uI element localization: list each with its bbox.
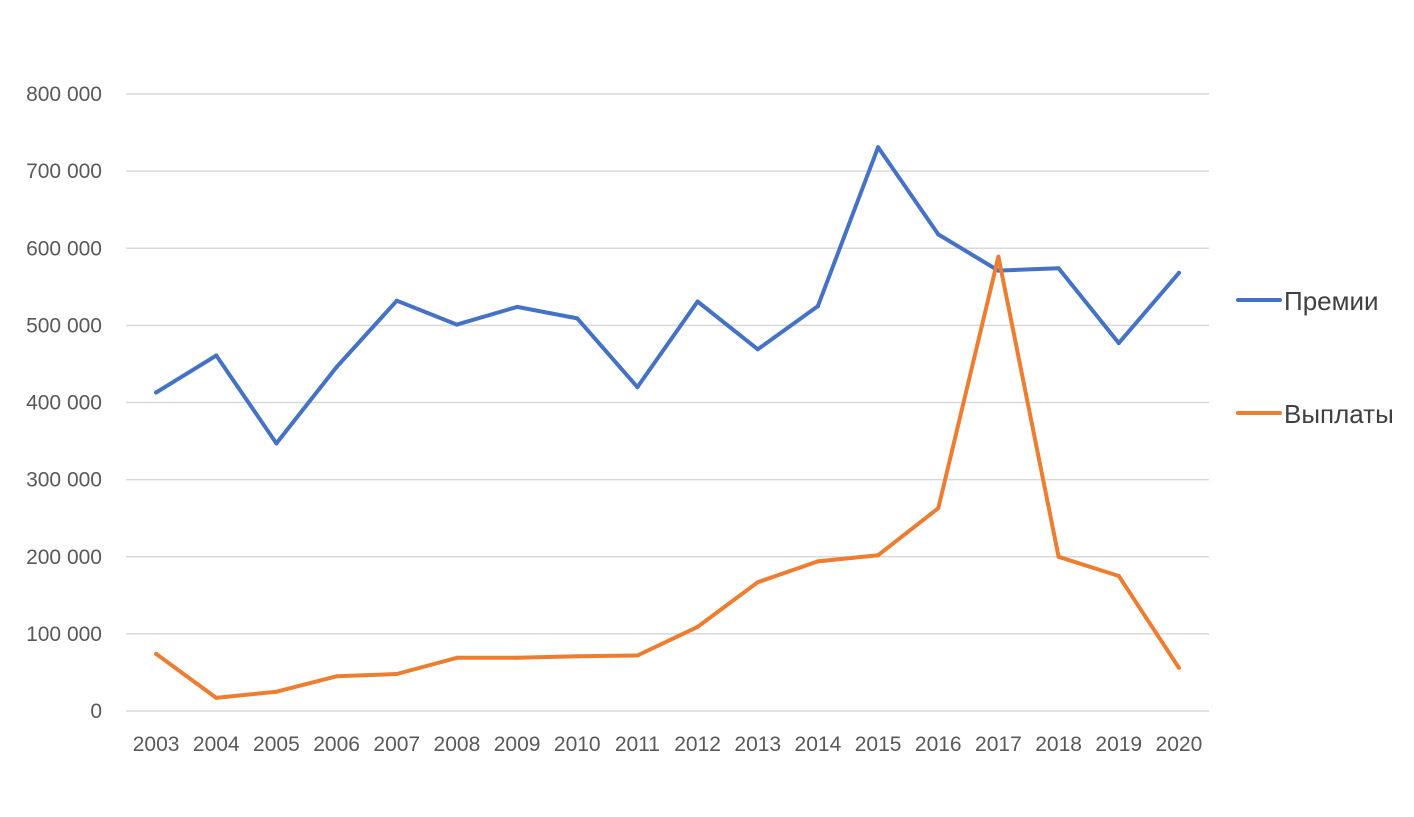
data-point	[755, 347, 760, 352]
x-tick-label: 2012	[674, 733, 721, 756]
x-tick-label: 2014	[795, 733, 842, 756]
data-point	[1056, 554, 1061, 559]
data-point	[515, 655, 520, 660]
y-tick-label: 600 000	[26, 237, 102, 260]
data-point	[815, 304, 820, 309]
data-point	[1116, 574, 1121, 579]
legend: Премии Выплаты	[1236, 286, 1394, 429]
x-tick-label: 2008	[434, 733, 481, 756]
x-tick-label: 2009	[494, 733, 541, 756]
data-point	[575, 316, 580, 321]
data-point	[214, 695, 219, 700]
data-point	[695, 299, 700, 304]
y-axis-tick-labels: 0 100 000 200 000 300 000 400 000 500 000 600 …	[26, 83, 102, 723]
x-tick-label: 2019	[1095, 733, 1142, 756]
y-tick-label: 500 000	[26, 314, 102, 337]
data-point	[214, 353, 219, 358]
gridlines	[126, 93, 1209, 712]
y-tick-label: 100 000	[26, 623, 102, 646]
x-tick-label: 2011	[615, 733, 660, 756]
series-lines	[154, 145, 1181, 700]
data-point	[1176, 270, 1181, 275]
data-point	[394, 671, 399, 676]
series-line-premiums	[154, 145, 1181, 446]
x-tick-label: 2018	[1035, 733, 1082, 756]
legend-label: Премии	[1284, 286, 1379, 316]
x-tick-label: 2003	[133, 733, 180, 756]
data-point	[936, 506, 941, 511]
data-point	[454, 655, 459, 660]
x-tick-label: 2010	[554, 733, 601, 756]
x-tick-label: 2004	[193, 733, 240, 756]
data-point	[454, 322, 459, 327]
data-point	[936, 232, 941, 237]
y-tick-label: 700 000	[26, 160, 102, 183]
data-point	[394, 298, 399, 303]
data-point	[815, 559, 820, 564]
data-point	[575, 654, 580, 659]
x-tick-label: 2016	[915, 733, 962, 756]
x-tick-label: 2013	[734, 733, 781, 756]
data-point	[274, 441, 279, 446]
data-point	[695, 624, 700, 629]
y-tick-label: 800 000	[26, 83, 102, 106]
data-point	[334, 365, 339, 370]
data-point	[334, 674, 339, 679]
x-tick-label: 2006	[313, 733, 360, 756]
y-tick-label: 300 000	[26, 469, 102, 492]
data-point	[1056, 266, 1061, 271]
data-point	[1116, 341, 1121, 346]
data-point	[154, 651, 159, 656]
data-point	[154, 390, 159, 395]
data-point	[1176, 665, 1181, 670]
legend-label: Выплаты	[1284, 399, 1394, 429]
data-point	[635, 653, 640, 658]
x-axis-tick-labels: 2003 2004 2005 2006 2007 2008 2009 2010 2011 2012…	[133, 733, 1203, 756]
x-tick-label: 2007	[373, 733, 420, 756]
x-tick-label: 2017	[975, 733, 1022, 756]
data-point	[876, 145, 881, 150]
data-point	[876, 553, 881, 558]
y-tick-label: 0	[90, 700, 102, 723]
x-tick-label: 2020	[1156, 733, 1203, 756]
data-point	[635, 385, 640, 390]
y-tick-label: 200 000	[26, 546, 102, 569]
data-point	[274, 689, 279, 694]
series-line-payouts	[154, 254, 1181, 700]
data-point	[996, 254, 1001, 259]
data-point	[755, 580, 760, 585]
x-tick-label: 2015	[855, 733, 902, 756]
data-point	[515, 304, 520, 309]
y-tick-label: 400 000	[26, 392, 102, 415]
x-tick-label: 2005	[253, 733, 300, 756]
